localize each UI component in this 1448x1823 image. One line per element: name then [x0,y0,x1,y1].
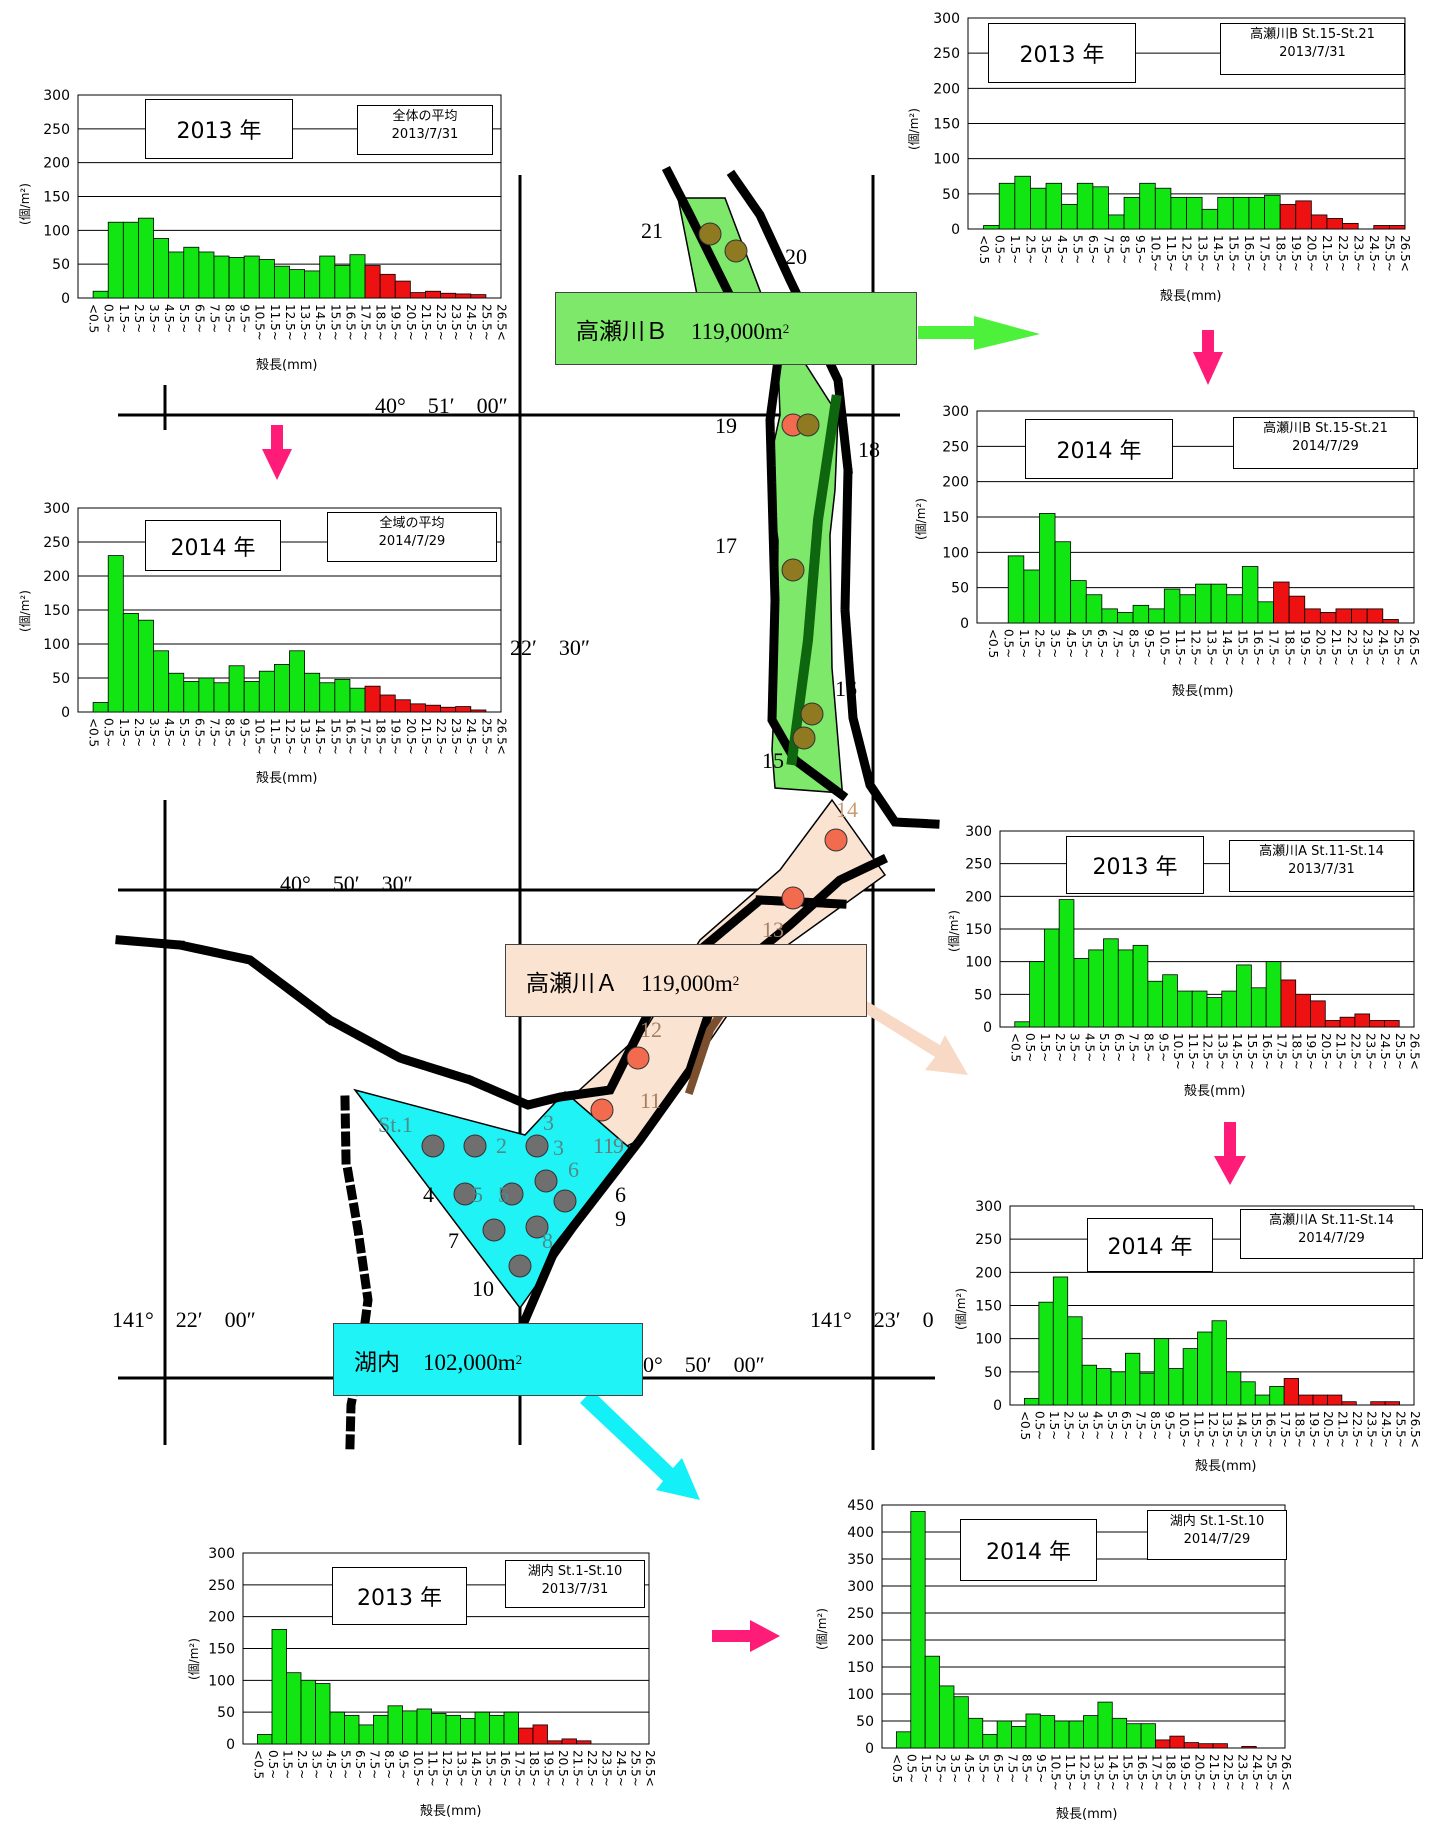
station-label-5b: 5 [498,1182,509,1207]
station-label-10: 10 [472,1276,494,1301]
station-label-9: 9 [615,1206,626,1231]
info-box: 全域の平均 2014/7/29 [327,512,497,562]
x-axis-label: 殻長(mm) [1056,1807,1118,1822]
station-label-11b: 11 [593,1133,615,1158]
station-label-6a: 6 [568,1157,579,1182]
station-label-st1: St.1 [378,1112,413,1137]
arrows [262,316,1246,1652]
info-box: 高瀬川A St.11-St.14 2014/7/29 [1240,1209,1423,1259]
station-label-20: 20 [785,244,807,269]
coord-lon-left: 141° 22′ 00″ [112,1307,256,1332]
station-label-21: 21 [641,218,663,243]
info-line2: 2013/7/31 [1279,45,1346,60]
year-box: 2013 年 [1066,836,1204,894]
zone-b-name: 高瀬川Ｂ 119,000m [576,318,783,344]
y-axis-label: (個/m²) [907,108,921,150]
year-box: 2013 年 [988,23,1136,83]
station-label-11: 11 [640,1088,662,1113]
info-box: 高瀬川B St.15-St.21 2013/7/31 [1220,23,1405,75]
y-axis-label: (個/m²) [954,1288,968,1330]
lake-label: 湖内 102,000m 2 [333,1323,643,1396]
info-line1: 全域の平均 [379,516,445,531]
station-label-2: 2 [496,1133,507,1158]
info-box: 湖内 St.1-St.10 2013/7/31 [505,1560,645,1608]
coord-lat-mid: 40° 50′ 30″ [280,871,413,896]
station-label-15: 15 [762,748,784,773]
info-line1: 全体の平均 [392,109,458,124]
y-axis-label: (個/m²) [18,590,32,632]
station-dots [421,222,848,1278]
x-axis-label: 殻長(mm) [1160,289,1222,304]
info-box: 全体の平均 2013/7/31 [357,105,493,155]
info-line1: 高瀬川B St.15-St.21 [1250,27,1375,42]
x-axis-label: 殻長(mm) [1195,1459,1257,1474]
zone-a-sup: 2 [732,972,740,988]
coord-lat-bot: 40° 50′ 00″ [632,1352,765,1377]
station-label-9b: 9 [613,1133,624,1158]
station-label-17: 17 [715,533,737,558]
x-axis-label: 殻長(mm) [256,358,318,373]
station-label-18: 18 [858,437,880,462]
year-box: 2013 年 [332,1567,467,1625]
info-line2: 2014/7/29 [1292,439,1359,454]
y-axis-label: (個/m²) [914,498,928,540]
lake-name: 湖内 102,000m [354,1349,516,1375]
station-label-3b: 3 [553,1135,564,1160]
info-box: 高瀬川A St.11-St.14 2013/7/31 [1229,840,1414,892]
station-label-8: 8 [542,1228,553,1253]
info-box: 高瀬川B St.15-St.21 2014/7/29 [1233,417,1418,469]
pink-arrow-b [1193,330,1223,385]
y-axis-label: (個/m²) [947,910,961,952]
info-line2: 2014/7/29 [378,534,446,549]
y-axis-label: (個/m²) [187,1638,201,1680]
lake-sup: 2 [515,1351,523,1367]
info-line1: 高瀬川B St.15-St.21 [1263,421,1388,436]
peach-arrow [855,1000,968,1075]
info-line2: 2013/7/31 [1288,862,1355,877]
station-label-14: 14 [836,797,858,822]
station-label-19: 19 [715,413,737,438]
coord-lon-mid: 22′ 30″ [510,635,590,660]
station-label-4: 4 [423,1182,434,1207]
station-label-6b: 6 [615,1182,626,1207]
station-label-5a: 5 [472,1182,483,1207]
coord-lat-top: 40° 51′ 00″ [375,393,508,418]
year-box: 2014 年 [145,520,281,571]
info-box: 湖内 St.1-St.10 2014/7/29 [1147,1510,1287,1560]
zone-a-name: 高瀬川Ａ 119,000m [526,970,733,996]
zone-b-label: 高瀬川Ｂ 119,000m 2 [555,292,917,365]
zone-b-sup: 2 [782,320,790,336]
year-box: 2014 年 [1025,419,1173,479]
year-box: 2013 年 [145,99,293,159]
info-line1: 高瀬川A St.11-St.14 [1259,844,1384,859]
info-line2: 2014/7/29 [1183,1532,1251,1547]
info-line2: 2013/7/31 [541,1582,609,1597]
pink-arrow-lake [712,1620,780,1652]
year-box: 2014 年 [960,1519,1097,1581]
info-line2: 2014/7/29 [1298,1231,1365,1246]
station-label-13: 13 [762,917,784,942]
info-line1: 湖内 St.1-St.10 [1169,1514,1265,1529]
x-axis-label: 殻長(mm) [1184,1084,1246,1099]
x-axis-label: 殻長(mm) [1172,684,1234,699]
station-label-12: 12 [640,1017,662,1042]
pink-arrow-left [262,425,292,480]
cyan-arrow [580,1390,700,1500]
station-label-16: 16 [835,676,857,701]
green-arrow [918,316,1040,350]
zone-a-label: 高瀬川Ａ 119,000m 2 [505,944,867,1017]
station-label-7: 7 [448,1228,459,1253]
info-line1: 高瀬川A St.11-St.14 [1269,1213,1394,1228]
station-label-3a: 3 [543,1110,554,1135]
info-line2: 2013/7/31 [391,127,459,142]
coord-lon-right: 141° 23′ 0 [810,1307,934,1332]
pink-arrow-a [1214,1122,1246,1185]
x-axis-label: 殻長(mm) [420,1804,482,1819]
x-axis-label: 殻長(mm) [256,771,318,786]
info-line1: 湖内 St.1-St.10 [527,1564,623,1579]
y-axis-label: (個/m²) [18,183,32,225]
y-axis-label: (個/m²) [815,1608,829,1650]
year-box: 2014 年 [1087,1218,1213,1272]
